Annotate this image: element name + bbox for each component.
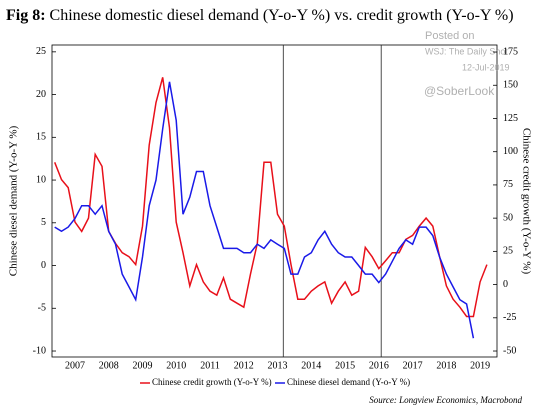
x-tick-label: 2016 (369, 360, 389, 371)
y-tick-label: 20 (36, 89, 46, 100)
series-line (54, 77, 488, 318)
y2-axis-label: Chinese credit growth (Y-o-Y %) (520, 128, 532, 275)
watermark: 12-Jul-2019 (462, 62, 510, 72)
x-tick-label: 2007 (65, 360, 85, 371)
y-tick-label: 10 (36, 174, 46, 185)
y-axis-label: Chinese diesel demand (Y-o-Y %) (8, 125, 20, 276)
x-tick-label: 2018 (436, 360, 456, 371)
source: Source: Longview Economics, Macrobond (369, 395, 522, 405)
y-tick-label: 5 (41, 217, 46, 228)
x-tick-label: 2019 (470, 360, 490, 371)
x-tick-label: 2017 (403, 360, 423, 371)
y2-tick-label: 25 (503, 246, 513, 257)
y2-tick-label: 150 (503, 80, 518, 91)
y2-tick-label: 100 (503, 146, 518, 157)
y-tick-label: 0 (41, 260, 46, 271)
x-tick-label: 2013 (268, 360, 288, 371)
y2-tick-label: 0 (503, 279, 508, 290)
y2-tick-label: 125 (503, 113, 518, 124)
x-tick-label: 2014 (301, 360, 321, 371)
x-tick-label: 2010 (166, 360, 186, 371)
y2-tick-label: -50 (503, 345, 516, 356)
x-tick-label: 2011 (200, 360, 220, 371)
x-tick-label: 2009 (132, 360, 152, 371)
watermark: @SoberLook (424, 84, 495, 98)
title-text: Chinese domestic diesel demand (Y-o-Y %)… (50, 7, 514, 24)
legend-label: Chinese credit growth (Y-o-Y %) (152, 377, 272, 387)
watermark: WSJ: The Daily Shot (425, 46, 508, 56)
x-tick-label: 2012 (234, 360, 254, 371)
y-tick-label: -5 (38, 303, 46, 314)
plot-frame (51, 44, 498, 358)
x-tick-label: 2008 (99, 360, 119, 371)
y2-tick-label: 75 (503, 179, 513, 190)
chart-title: Fig 8: Chinese domestic diesel demand (Y… (6, 7, 514, 24)
x-tick-label: 2015 (335, 360, 355, 371)
y-tick-label: 15 (36, 132, 46, 143)
figure-label: Fig 8: (6, 7, 46, 24)
y2-tick-label: 175 (503, 46, 518, 57)
legend-label: Chinese diesel demand (Y-o-Y %) (287, 377, 410, 387)
y-tick-label: -10 (33, 345, 46, 356)
y-tick-label: 25 (36, 46, 46, 57)
watermark: Posted on (425, 30, 475, 42)
y2-tick-label: 50 (503, 212, 513, 223)
y2-tick-label: -25 (503, 312, 516, 323)
series-line (54, 81, 475, 339)
